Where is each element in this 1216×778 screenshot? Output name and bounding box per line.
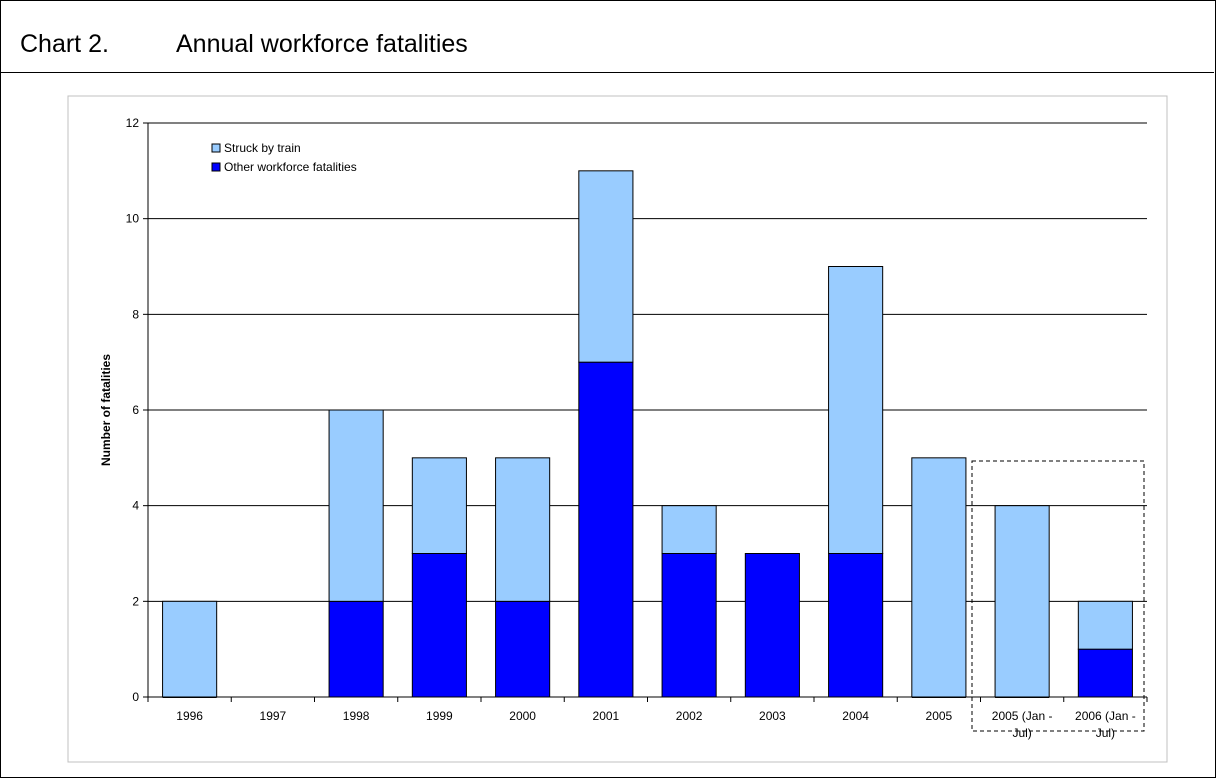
bars [162,170,1133,698]
bar-segment [328,409,384,602]
x-tick-label: 2005 [926,709,953,723]
bar-segment [162,600,218,698]
y-tick-label: 2 [132,594,139,608]
chart-header: Chart 2. Annual workforce fatalities [0,0,1214,73]
bar-segment [744,553,800,698]
x-axis-ticks: 1996 1997 1998 1999 2000 2001 2002 2003 2004 2005… [147,697,1148,740]
bar-segment [828,553,884,698]
legend-swatch [211,162,221,172]
highlight-box [971,460,1145,732]
gridlines [148,122,1147,602]
bar-segment [661,553,717,698]
bar-segment [578,170,634,363]
chart-title: Annual workforce fatalities [176,30,468,58]
y-tick-label: 6 [132,403,139,417]
bar-segment [328,600,384,698]
bar-segment [578,361,634,698]
bar-segment [661,505,717,554]
y-tick-label: 0 [132,690,139,704]
x-tick-label: 1996 [176,709,203,723]
x-tick-label: 1997 [260,709,287,723]
y-axis-label: Number of fatalities [99,354,113,466]
x-tick-label: Jul) [1012,726,1031,740]
bar-segment [828,266,884,554]
y-tick-label: 8 [132,307,139,321]
legend: Struck by train Other workforce fatalitie… [211,141,357,174]
x-tick-label: 1999 [426,709,453,723]
y-axis-ticks: 0 2 4 6 8 10 12 [126,116,148,704]
bar-segment [411,457,467,555]
bar-segment [1077,648,1133,698]
x-tick-label: 2001 [593,709,620,723]
bar-segment [411,553,467,698]
legend-swatch [211,143,221,153]
x-tick-label: 2006 (Jan - [1075,709,1136,723]
x-tick-label: Jul) [1096,726,1115,740]
bar-segment [495,457,551,602]
chart-number: Chart 2. [20,30,109,58]
bar-segment [495,600,551,698]
y-tick-label: 4 [132,499,139,513]
x-tick-label: 2000 [509,709,536,723]
x-tick-label: 2003 [759,709,786,723]
y-tick-label: 12 [126,116,140,130]
x-tick-label: 1998 [343,709,370,723]
bar-segment [994,505,1050,698]
legend-label: Struck by train [224,141,301,155]
x-tick-label: 2004 [842,709,869,723]
y-tick-label: 10 [126,212,140,226]
x-tick-label: 2002 [676,709,703,723]
bar-segment [911,457,967,698]
legend-label: Other workforce fatalities [224,160,357,174]
bar-segment [1077,600,1133,650]
x-tick-label: 2005 (Jan - [992,709,1053,723]
